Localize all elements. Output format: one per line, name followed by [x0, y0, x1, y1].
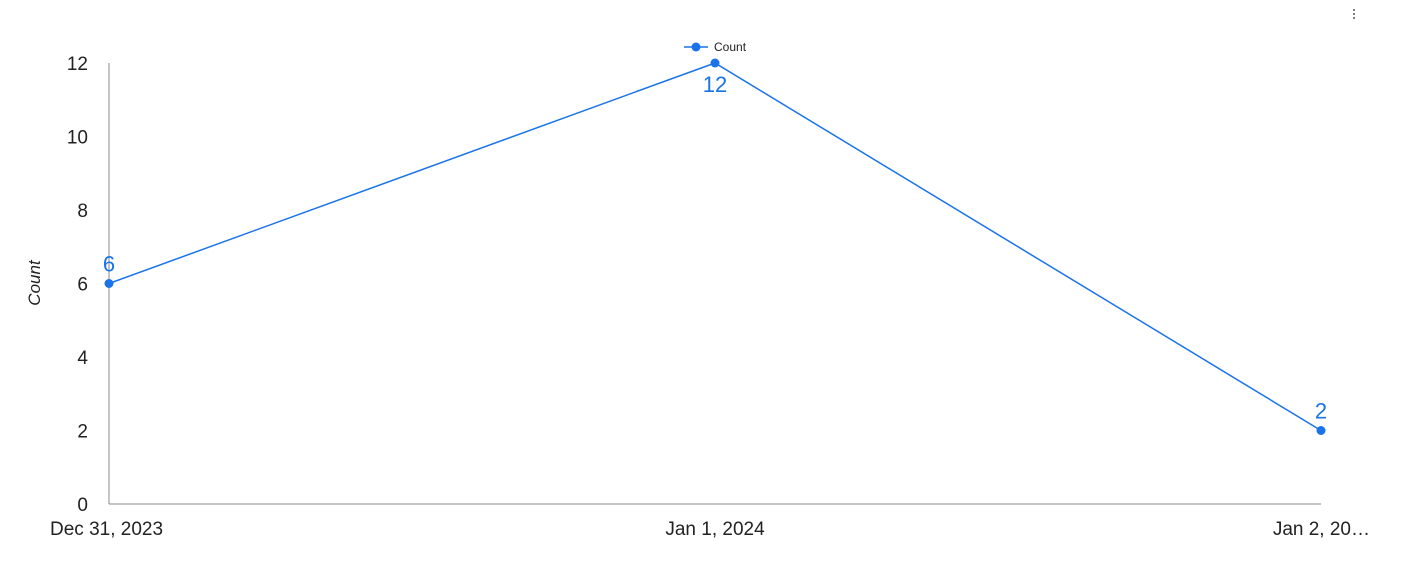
legend: Count [684, 40, 747, 54]
menu-dot [1353, 9, 1355, 11]
x-tick-label: Dec 31, 2023 [50, 519, 163, 540]
data-label: 2 [1315, 399, 1327, 424]
data-point[interactable] [710, 58, 720, 68]
y-axis-ticks: 0 2 4 6 8 10 12 [67, 54, 89, 516]
y-tick-label: 4 [77, 348, 88, 369]
y-tick-label: 8 [77, 201, 88, 222]
y-tick-label: 2 [77, 422, 88, 443]
legend-point-marker [691, 42, 701, 52]
y-axis-title: Count [25, 259, 44, 306]
data-labels-layer: 6 12 2 [103, 72, 1327, 424]
series-line [108, 62, 1322, 432]
data-point[interactable] [1316, 426, 1326, 435]
series-layer [104, 58, 1326, 435]
x-axis-ticks: Dec 31, 2023 Jan 1, 2024 Jan 2, 20… [50, 519, 1370, 540]
data-point[interactable] [104, 279, 114, 288]
y-tick-label: 0 [77, 495, 88, 516]
x-tick-label: Jan 2, 20… [1273, 519, 1370, 540]
legend-label: Count [714, 40, 747, 54]
menu-dot [1353, 17, 1355, 19]
menu-dot [1353, 13, 1355, 15]
y-tick-label: 10 [67, 128, 88, 149]
y-tick-label: 6 [77, 275, 88, 296]
x-tick-label: Jan 1, 2024 [665, 519, 765, 540]
data-label: 6 [103, 252, 115, 277]
y-tick-label: 12 [67, 54, 88, 75]
data-label: 12 [703, 72, 727, 97]
more-options-icon[interactable] [1346, 4, 1362, 24]
